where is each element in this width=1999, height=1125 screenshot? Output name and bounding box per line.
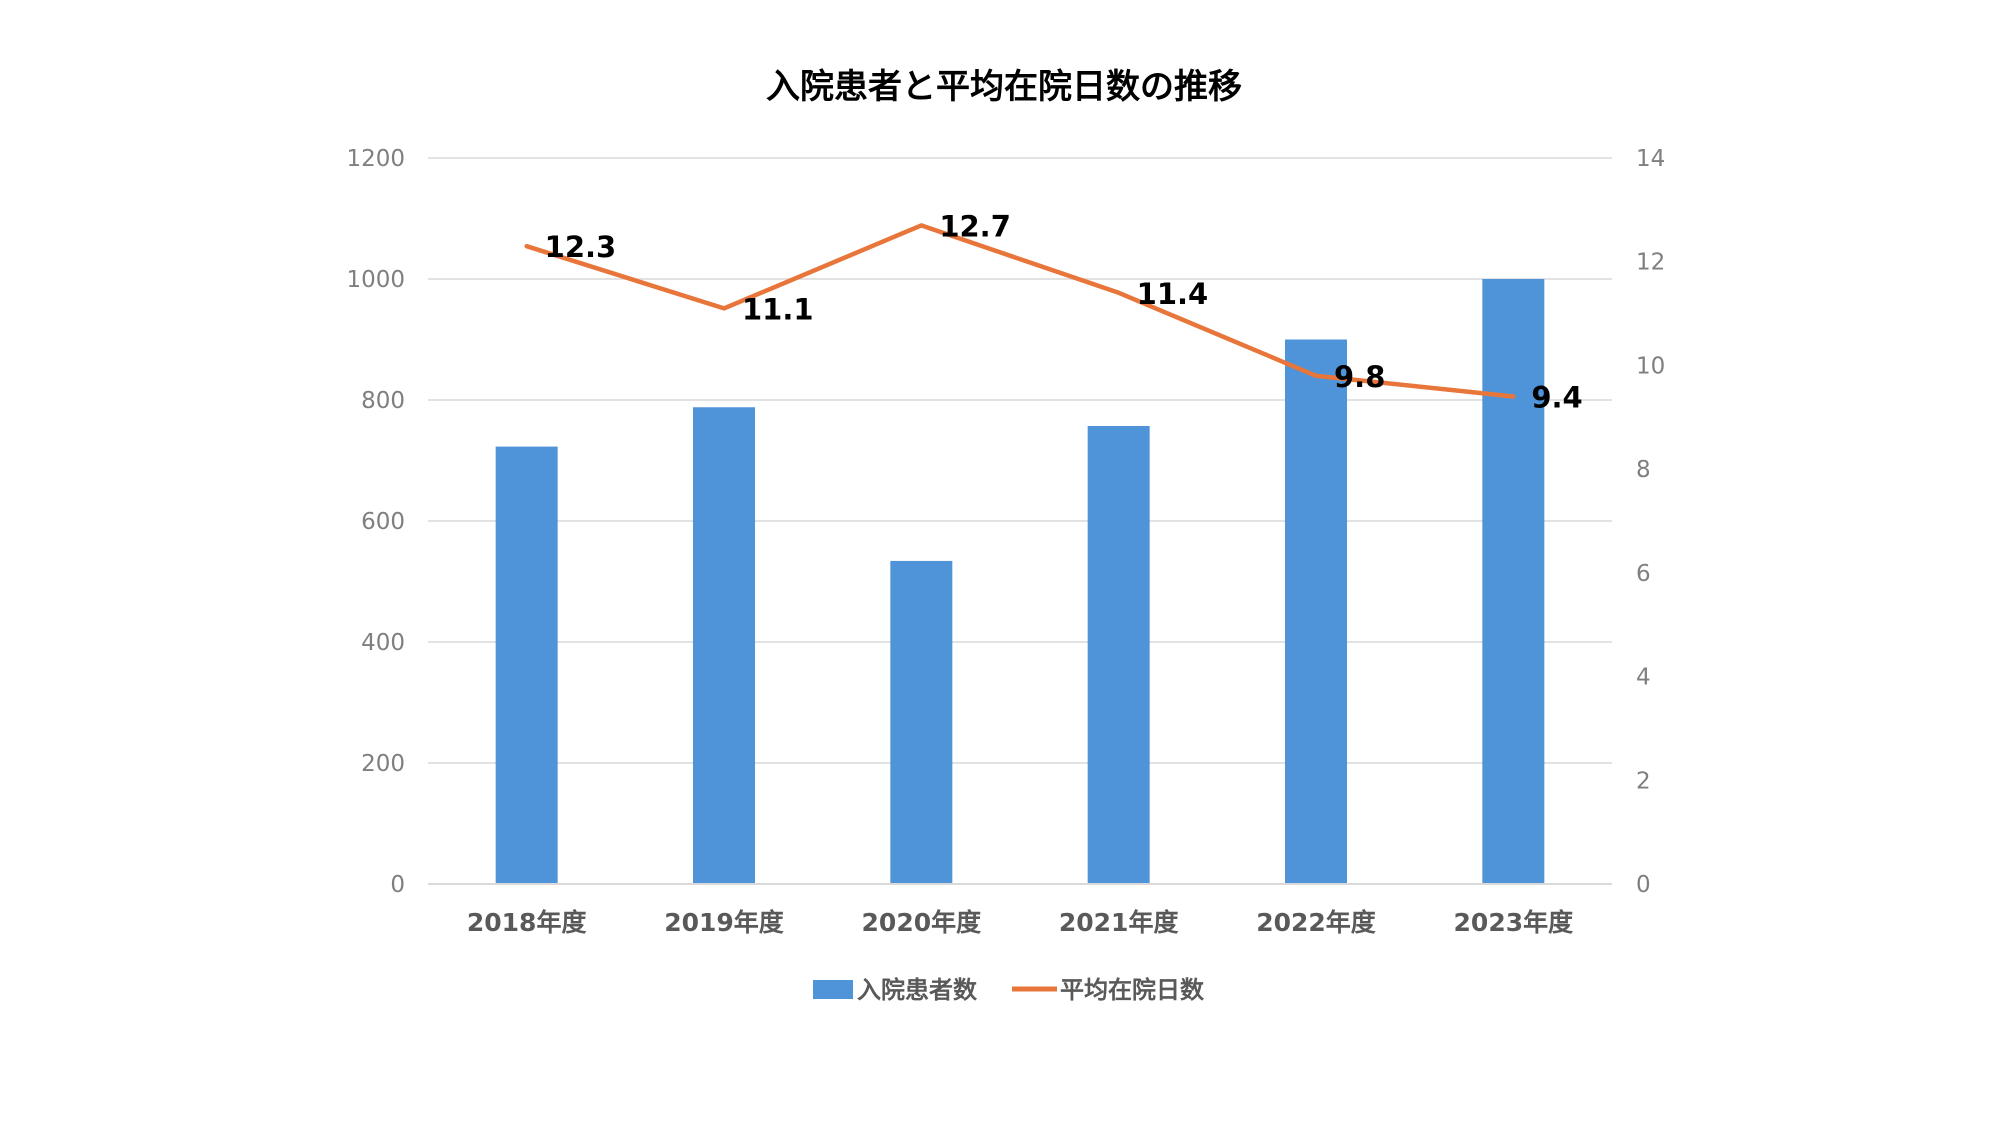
x-axis-category-label: 2022年度 <box>1256 908 1376 937</box>
bar <box>1087 426 1150 884</box>
right-y-tick-label: 10 <box>1636 353 1665 379</box>
x-axis-category-label: 2020年度 <box>862 908 982 937</box>
line-data-label: 12.7 <box>939 209 1011 243</box>
x-axis-categories: 2018年度 2019年度 2020年度 2021年度 2022年度 2023年度 <box>467 908 1573 937</box>
x-axis-category-label: 2023年度 <box>1454 908 1574 937</box>
bar <box>1482 279 1545 884</box>
left-y-tick-label: 800 <box>361 388 405 414</box>
line-data-label: 11.1 <box>742 292 814 326</box>
left-y-tick-label: 600 <box>361 509 405 535</box>
legend-swatch-bar <box>813 980 853 999</box>
line-data-label: 9.8 <box>1334 360 1385 394</box>
right-y-tick-label: 8 <box>1636 457 1651 483</box>
legend-label-line: 平均在院日数 <box>1060 976 1205 1004</box>
bar <box>1285 339 1347 884</box>
right-y-tick-label: 0 <box>1636 872 1651 898</box>
line-data-labels: 12.3 11.1 12.7 11.4 9.8 9.4 <box>545 209 1583 414</box>
left-y-tick-label: 1200 <box>346 146 405 172</box>
line-series <box>524 223 1516 399</box>
series-line <box>524 223 1516 399</box>
left-y-axis: 0 200 400 600 800 1000 1200 <box>346 146 405 898</box>
bar <box>495 446 558 884</box>
x-axis-category-label: 2021年度 <box>1059 908 1179 937</box>
right-y-tick-label: 4 <box>1636 665 1651 691</box>
x-axis-category-label: 2019年度 <box>664 908 784 937</box>
legend: 入院患者数 平均在院日数 <box>813 976 1205 1004</box>
line-data-label: 11.4 <box>1137 277 1209 311</box>
bar <box>693 407 755 884</box>
bar-series <box>495 279 1545 884</box>
right-y-tick-label: 12 <box>1636 250 1665 276</box>
left-y-tick-label: 1000 <box>346 267 405 293</box>
right-y-axis: 0 2 4 6 8 10 12 14 <box>1636 146 1665 898</box>
line-data-label: 9.4 <box>1531 381 1582 415</box>
right-y-tick-label: 14 <box>1636 146 1665 172</box>
chart-title: 入院患者と平均在院日数の推移 <box>766 67 1242 107</box>
x-axis-category-label: 2018年度 <box>467 908 587 937</box>
legend-label-bar: 入院患者数 <box>857 976 978 1004</box>
left-y-tick-label: 200 <box>361 751 405 777</box>
bar <box>890 560 953 884</box>
right-y-tick-label: 6 <box>1636 561 1651 587</box>
left-y-tick-label: 400 <box>361 630 405 656</box>
line-data-label: 12.3 <box>545 230 617 264</box>
left-y-tick-label: 0 <box>390 872 405 898</box>
right-y-tick-label: 2 <box>1636 768 1651 794</box>
